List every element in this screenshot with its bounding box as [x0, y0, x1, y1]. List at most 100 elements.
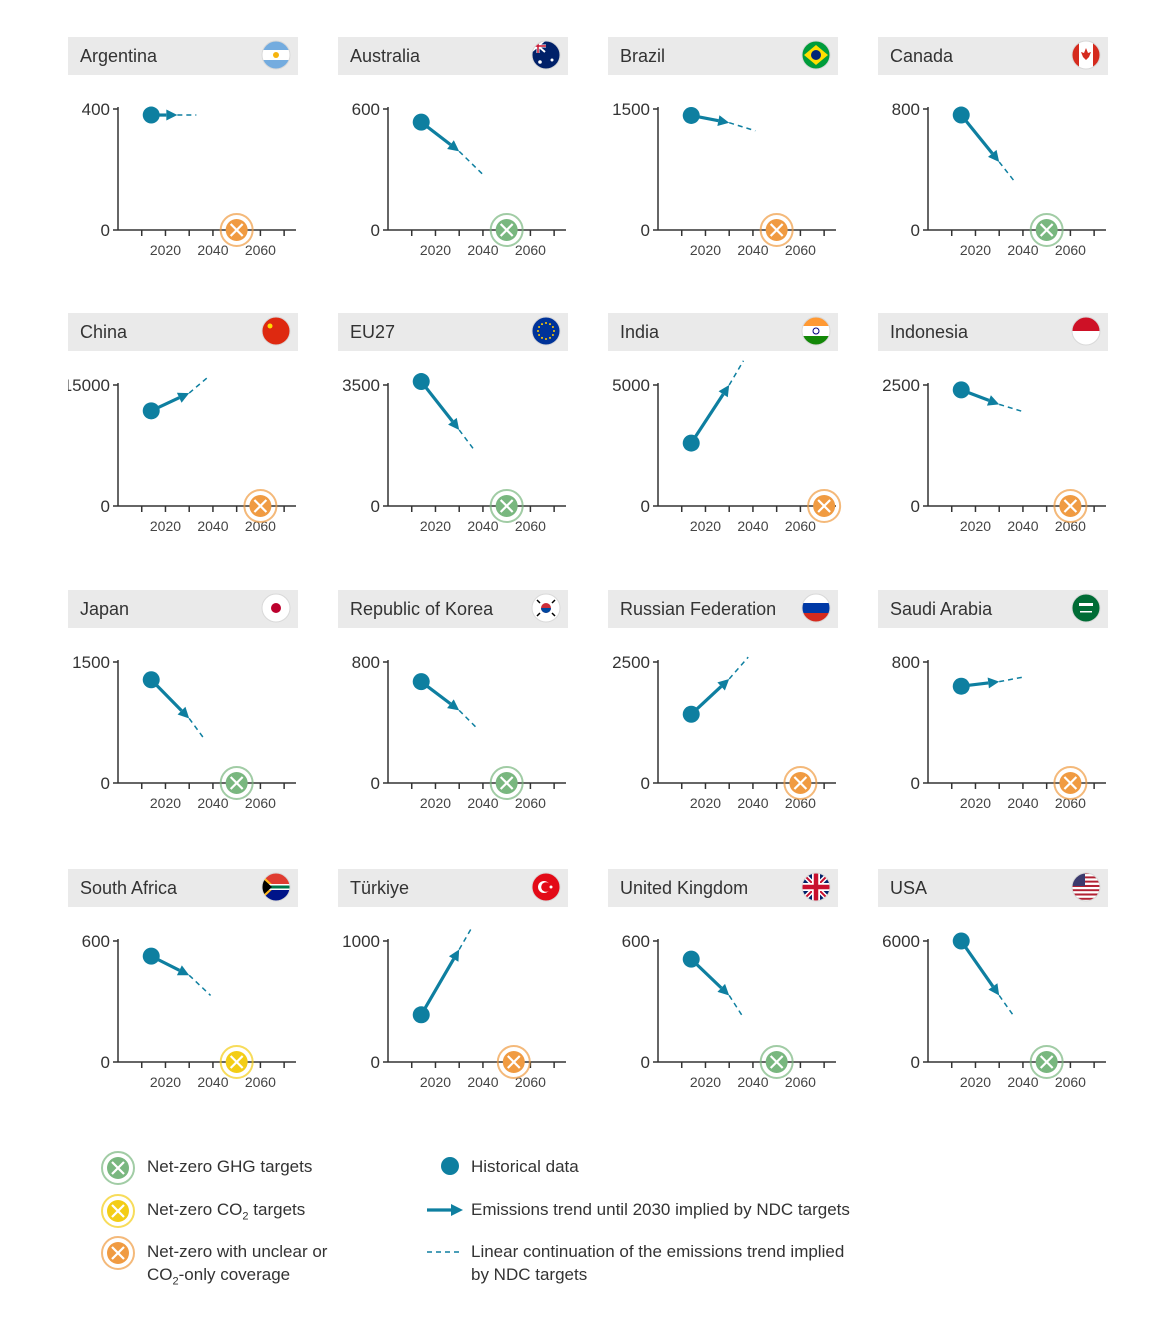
country-panel: Australia 600 0 2020 2040 2060 [338, 37, 608, 277]
country-plot: 6000 0 2020 2040 2060 [882, 932, 1106, 1090]
panel-header: Brazil [608, 37, 838, 75]
canada-flag-icon [1071, 40, 1101, 70]
country-plot: 1500 0 2020 2040 2060 [612, 100, 836, 258]
continuation-line [458, 928, 472, 950]
panel-header: Indonesia [878, 313, 1108, 351]
india-flag-icon [801, 316, 831, 346]
x-tick-label: 2060 [1055, 518, 1086, 534]
argentina-flag-icon [261, 40, 291, 70]
x-tick-label: 2020 [690, 1074, 721, 1090]
panel-header: EU27 [338, 313, 568, 351]
net-zero-marker [243, 489, 278, 523]
y-tick-label: 1500 [72, 653, 110, 672]
continuation-line [998, 995, 1015, 1017]
country-name: USA [890, 878, 928, 898]
x-tick-label: 2060 [785, 1074, 816, 1090]
y-tick-label: 800 [892, 653, 920, 672]
continuation-line [458, 150, 484, 176]
historical-point [142, 106, 160, 124]
country-panel: Argentina 400 0 2020 2040 2060 [68, 37, 338, 277]
y-tick-label: 0 [641, 497, 650, 516]
country-name: India [620, 322, 660, 342]
china-flag-icon [261, 316, 291, 346]
legend-unclear: Net-zero with unclear or CO2-only coverag… [147, 1242, 328, 1288]
historical-point [952, 106, 970, 124]
panel-header: Argentina [68, 37, 298, 75]
x-tick-label: 2020 [960, 518, 991, 534]
continuation-line [188, 376, 209, 394]
x-tick-label: 2040 [1007, 242, 1038, 258]
country-plot: 400 0 2020 2040 2060 [82, 100, 296, 258]
x-tick-label: 2060 [515, 242, 546, 258]
y-tick-label: 0 [371, 1053, 380, 1072]
x-tick-label: 2020 [960, 242, 991, 258]
country-name: United Kingdom [620, 878, 749, 898]
net-zero-co2-icon [101, 1194, 135, 1228]
brazil-flag-icon [801, 40, 831, 70]
indonesia-flag-icon [1071, 316, 1101, 346]
x-tick-label: 2060 [245, 1074, 276, 1090]
country-panel: Canada 800 0 2020 2040 2060 [878, 37, 1148, 277]
legend: Net-zero GHG targets Net-zero CO2 target… [95, 1145, 1075, 1305]
turkiye-flag-icon [531, 872, 561, 902]
y-tick-label: 0 [641, 774, 650, 793]
continuation-line [458, 429, 475, 450]
trend-arrow-head [176, 392, 190, 403]
legend-historical: Historical data [471, 1157, 579, 1176]
net-zero-unclear-icon [101, 1236, 135, 1270]
y-tick-label: 0 [641, 1053, 650, 1072]
country-panel: South Africa 600 0 2020 2040 2060 [68, 869, 338, 1109]
trend-arrow-head [986, 395, 1000, 406]
y-tick-label: 0 [101, 497, 110, 516]
y-tick-label: 600 [82, 932, 110, 951]
y-tick-label: 6000 [882, 932, 920, 951]
country-name: Argentina [80, 46, 158, 66]
historical-point [142, 671, 160, 689]
trend-arrow-head [447, 699, 460, 711]
country-plot: 3500 0 2020 2040 2060 [342, 373, 566, 534]
country-name: South Africa [80, 878, 178, 898]
x-tick-label: 2040 [197, 518, 228, 534]
panel-header: Türkiye [338, 869, 568, 907]
country-plot: 1500 0 2020 2040 2060 [72, 653, 296, 811]
y-tick-label: 2500 [612, 653, 650, 672]
trend-arrow-head [718, 385, 730, 398]
country-name: Canada [890, 46, 954, 66]
historical-point [412, 373, 430, 391]
country-plot: 2500 0 2020 2040 2060 [882, 376, 1106, 534]
trend-arrow [959, 940, 995, 988]
net-zero-marker [489, 213, 524, 247]
continuation-line [188, 974, 212, 996]
trend-arrow-head [717, 983, 730, 996]
trend-arrow-head [717, 678, 730, 691]
x-tick-label: 2060 [1055, 242, 1086, 258]
x-tick-label: 2020 [150, 242, 181, 258]
x-tick-label: 2060 [245, 795, 276, 811]
historical-point [952, 677, 970, 695]
x-tick-label: 2040 [737, 1074, 768, 1090]
y-tick-label: 0 [911, 1053, 920, 1072]
panel-header: South Africa [68, 869, 298, 907]
country-name: Japan [80, 599, 130, 619]
trend-arrow-head [166, 109, 178, 121]
panel-header: Australia [338, 37, 568, 75]
net-zero-marker [759, 213, 794, 247]
country-panel: Japan 1500 0 2020 2040 2060 [68, 590, 338, 830]
net-zero-marker [759, 1045, 794, 1079]
trend-arrow [419, 958, 456, 1016]
net-zero-marker [1029, 213, 1064, 247]
x-tick-label: 2060 [515, 518, 546, 534]
country-name: Republic of Korea [350, 599, 494, 619]
net-zero-marker [1029, 1045, 1064, 1079]
country-panel: Brazil 1500 0 2020 2040 2060 [608, 37, 878, 277]
x-tick-label: 2060 [245, 518, 276, 534]
x-tick-label: 2040 [737, 518, 768, 534]
country-name: Australia [350, 46, 421, 66]
historical-point [412, 1006, 430, 1024]
trend-arrow-head [176, 965, 190, 976]
x-tick-label: 2020 [960, 795, 991, 811]
country-plot: 800 0 2020 2040 2060 [892, 653, 1106, 811]
y-tick-label: 1500 [612, 100, 650, 119]
country-panel: United Kingdom 600 0 2020 2040 2060 [608, 869, 878, 1109]
